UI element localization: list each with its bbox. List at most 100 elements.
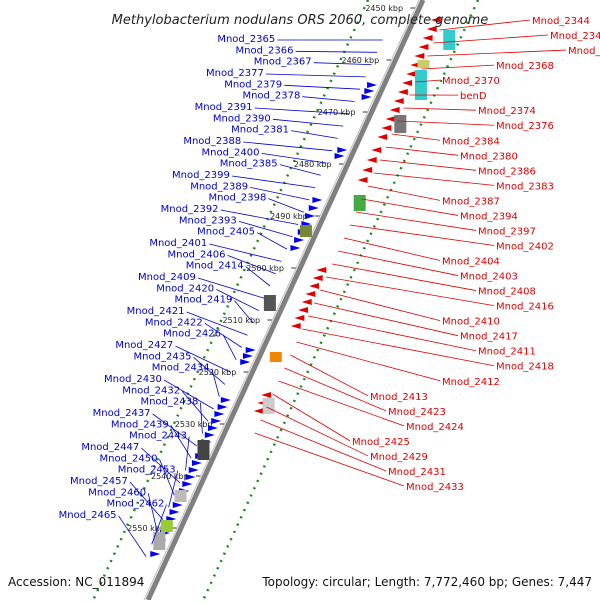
gene-label-right: Mnod_2431: [388, 467, 446, 478]
left-leader-line: [266, 74, 366, 77]
gene-arrow: [294, 237, 304, 243]
right-leader-line: [273, 394, 350, 441]
right-gene-labels: Mnod_2344Mnod_2345Mnod_2362Mnod_2368Mnod…: [352, 16, 600, 493]
gene-arrow: [377, 134, 387, 140]
gene-arrow: [367, 157, 377, 163]
right-leader-line: [374, 173, 494, 185]
gene-arrow: [218, 404, 228, 410]
gene-arrow: [214, 411, 224, 417]
gene-arrow: [390, 107, 400, 113]
right-leader-line: [392, 134, 440, 140]
tick-label: 2550 kbp: [127, 524, 165, 533]
gene-arrow: [309, 205, 319, 211]
tick-label: 2530 kbp: [175, 420, 213, 429]
right-leader-line: [338, 251, 458, 276]
gene-label-left: Mnod_2465: [59, 510, 117, 521]
gene-arrow: [298, 307, 308, 313]
gene-label-left: Mnod_2414: [186, 261, 244, 272]
gene-label-right: Mnod_2417: [460, 332, 518, 343]
gene-label-left: Mnod_2420: [156, 283, 214, 294]
gene-label-left: Mnod_2389: [190, 181, 248, 192]
gene-arrow: [381, 125, 391, 131]
gene-label-left: Mnod_2393: [179, 215, 237, 226]
gene-arrow: [406, 71, 416, 77]
gene-label-right: Mnod_2412: [442, 377, 500, 388]
gene-arrow: [337, 147, 347, 153]
right-leader-line: [320, 290, 440, 321]
gene-label-right: Mnod_2402: [496, 241, 554, 252]
gene-label-right: Mnod_2345: [550, 31, 600, 42]
gene-label-left: Mnod_2365: [217, 34, 275, 45]
right-leader-line: [332, 264, 476, 291]
left-leader-line: [268, 199, 303, 213]
gene-label-left: Mnod_2419: [174, 295, 232, 306]
gene-label-right: Mnod_2433: [406, 482, 464, 493]
map-title: Methylobacterium nodulans ORS 2060, comp…: [112, 13, 489, 28]
gene-label-left: Mnod_2392: [161, 204, 219, 215]
gene-arrow: [398, 89, 408, 95]
left-leader-line: [296, 51, 377, 52]
gene-arrow: [362, 167, 372, 173]
gene-block: [161, 520, 173, 532]
gene-label-left: Mnod_2443: [129, 431, 187, 442]
right-leader-line: [356, 212, 476, 230]
gene-arrow: [294, 315, 304, 321]
gene-label-left: Mnod_2381: [231, 125, 289, 136]
gene-block: [415, 70, 427, 100]
gene-label-right: Mnod_2410: [442, 317, 500, 328]
gene-arrow: [261, 392, 271, 398]
left-leader-line: [291, 131, 338, 139]
gene-label-right: Mnod_2408: [478, 287, 536, 298]
gene-label-right: Mnod_2386: [478, 166, 536, 177]
right-leader-line: [267, 407, 368, 456]
gene-label-left: Mnod_2409: [138, 272, 196, 283]
gene-label-left: Mnod_2430: [104, 374, 162, 385]
gene-arrow: [367, 82, 377, 88]
gene-label-left: Mnod_2460: [88, 487, 146, 498]
gene-block: [270, 352, 282, 362]
gene-arrow: [170, 509, 180, 515]
gene-arrow: [246, 347, 256, 353]
right-leader-line: [386, 147, 458, 155]
gene-label-right: Mnod_2404: [442, 257, 500, 268]
left-leader-line: [284, 85, 360, 89]
gene-label-left: Mnod_2401: [149, 238, 207, 249]
gene-label-right: Mnod_2424: [406, 422, 464, 433]
gene-label-left: Mnod_2421: [127, 306, 185, 317]
right-leader-line: [398, 121, 494, 125]
gene-label-right: Mnod_2376: [496, 121, 554, 132]
gene-arrow: [358, 177, 368, 183]
gene-label-left: Mnod_2390: [213, 113, 271, 124]
gene-label-left: Mnod_2378: [242, 91, 300, 102]
gene-arrow: [243, 353, 253, 359]
gene-label-left: Mnod_2405: [197, 227, 255, 238]
tick-label: 2490 kbp: [270, 212, 308, 221]
gene-arrow: [208, 425, 218, 431]
left-leader-line: [302, 97, 354, 102]
gene-label-left: Mnod_2450: [100, 453, 158, 464]
gene-label-left: Mnod_2385: [220, 159, 278, 170]
gene-arrow: [302, 299, 312, 305]
gene-label-left: Mnod_2367: [254, 57, 312, 68]
gene-label-left: Mnod_2399: [172, 170, 230, 181]
gene-label-left: Mnod_2462: [106, 499, 164, 510]
right-leader-line: [368, 186, 440, 200]
gene-label-right: Mnod_2394: [460, 211, 518, 222]
gene-label-left: Mnod_2377: [206, 68, 264, 79]
gene-arrow: [371, 147, 381, 153]
gene-label-right: Mnod_2425: [352, 437, 410, 448]
right-leader-line: [279, 381, 404, 426]
gene-label-right: Mnod_2368: [496, 61, 554, 72]
gene-arrow: [211, 418, 221, 424]
gene-label-left: Mnod_2434: [152, 363, 210, 374]
gene-arrow: [362, 94, 372, 100]
tick-label: 2510 kbp: [222, 316, 260, 325]
gene-arrow: [182, 481, 192, 487]
gene-label-right: Mnod_2374: [478, 106, 536, 117]
gene-arrow: [291, 323, 301, 329]
gene-label-right: Mnod_2387: [442, 196, 500, 207]
gene-label-left: Mnod_2426: [163, 329, 221, 340]
right-leader-line: [427, 50, 566, 56]
